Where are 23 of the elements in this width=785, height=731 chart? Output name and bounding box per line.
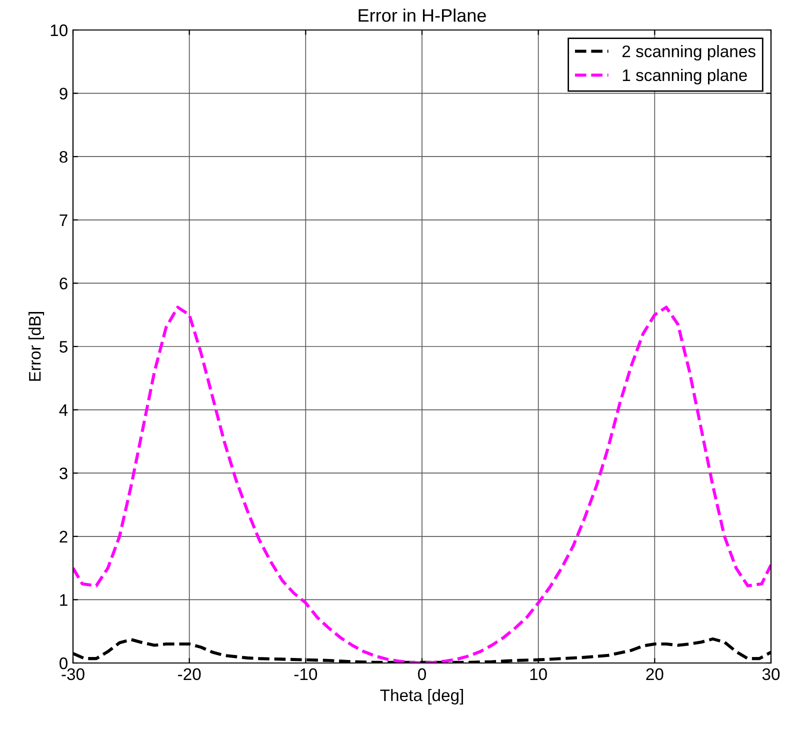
x-tick-label: 20 [646, 668, 664, 680]
y-tick-label: 2 [60, 530, 68, 542]
x-axis-title: Theta [deg] [380, 688, 463, 704]
y-tick-label: 4 [59, 404, 68, 416]
x-tick-label: -20 [178, 668, 201, 680]
legend-label: 2 scanning planes [622, 45, 756, 61]
y-tick-label: 6 [60, 278, 68, 290]
y-tick-label: 5 [60, 341, 68, 353]
chart-title: Error in H-Plane [358, 8, 486, 22]
x-tick-label: -10 [294, 668, 318, 680]
y-tick-label: 10 [50, 24, 68, 36]
x-tick-label: 30 [762, 668, 780, 680]
x-tick-label: 0 [418, 668, 426, 680]
y-axis-title: Error [dB] [28, 312, 44, 381]
y-tick-label: 9 [60, 88, 68, 100]
x-tick-label: 10 [530, 668, 547, 680]
y-tick-label: 0 [60, 657, 68, 670]
y-tick-label: 1 [60, 594, 68, 606]
y-tick-label: 7 [60, 214, 68, 226]
y-tick-label: 3 [60, 468, 68, 480]
y-tick-label: 8 [60, 151, 68, 163]
x-tick-label: -30 [62, 668, 84, 680]
legend-label: 1 scanning plane [622, 68, 747, 84]
